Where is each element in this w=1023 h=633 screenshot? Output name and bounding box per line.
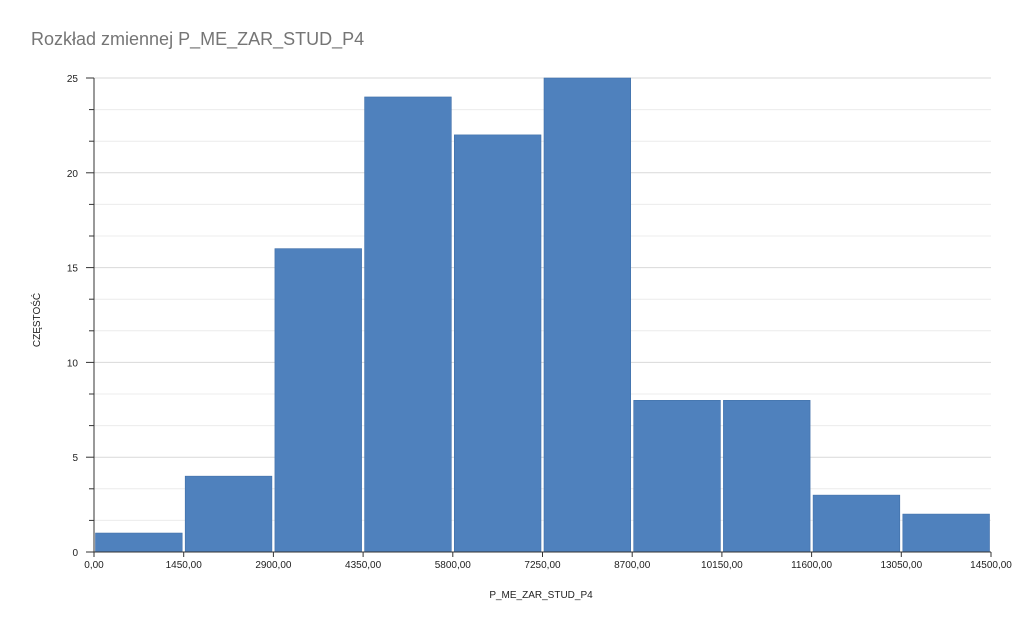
bar xyxy=(903,514,990,552)
y-tick-label: 0 xyxy=(72,548,78,559)
bar xyxy=(365,97,452,552)
bar xyxy=(723,400,810,552)
x-tick-label: 4350,00 xyxy=(345,560,382,571)
bar xyxy=(275,249,362,552)
x-tick-label: 14500,00 xyxy=(970,560,1012,571)
bar xyxy=(544,78,631,552)
gridlines xyxy=(94,78,991,520)
y-tick-label: 25 xyxy=(67,74,79,85)
bar xyxy=(454,135,541,552)
x-tick-label: 0,00 xyxy=(84,560,104,571)
bar xyxy=(634,400,721,552)
x-tick-label: 5800,00 xyxy=(435,560,472,571)
x-tick-label: 11600,00 xyxy=(791,560,832,571)
bar xyxy=(185,476,272,552)
y-tick-labels: 0 5 10 15 20 25 xyxy=(67,74,79,559)
y-tick-label: 20 xyxy=(67,169,79,180)
x-tick-label: 13050,00 xyxy=(880,560,922,571)
x-axis-title: P_ME_ZAR_STUD_P4 xyxy=(489,590,593,601)
bar xyxy=(96,533,183,552)
y-tick-label: 10 xyxy=(67,358,79,369)
x-tick-label: 1450,00 xyxy=(166,560,203,571)
x-tick-label: 2900,00 xyxy=(255,560,292,571)
x-tick-label: 8700,00 xyxy=(614,560,651,571)
x-tick-label: 7250,00 xyxy=(524,560,561,571)
y-tick-label: 15 xyxy=(67,264,79,275)
bar xyxy=(813,495,900,552)
y-tick-label: 5 xyxy=(72,453,78,464)
x-tick-labels: 0,00 1450,00 2900,00 4350,00 5800,00 7250,00 8… xyxy=(84,560,1012,571)
y-axis-title: CZĘSTOŚĆ xyxy=(30,293,43,347)
bars xyxy=(96,78,990,552)
x-tick-label: 10150,00 xyxy=(701,560,743,571)
